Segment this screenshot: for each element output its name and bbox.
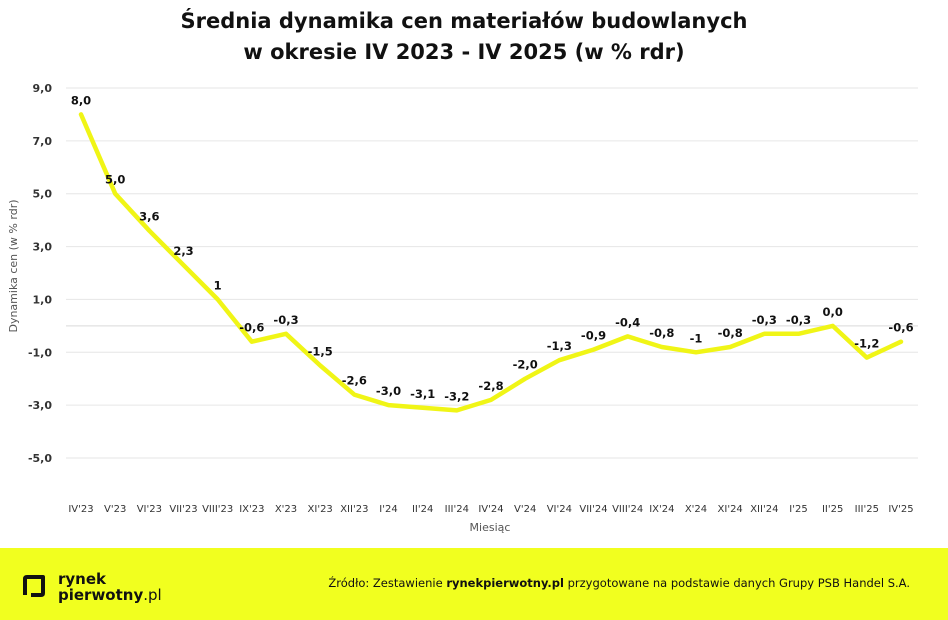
- data-label: -2,8: [478, 379, 503, 393]
- data-label: -0,3: [273, 313, 298, 327]
- data-label: -0,3: [752, 313, 777, 327]
- data-label: -3,0: [376, 384, 401, 398]
- y-axis-label: Dynamika cen (w % rdr): [7, 199, 20, 332]
- source-brand: rynekpierwotny.pl: [446, 576, 564, 590]
- logo-mark-icon: [23, 575, 45, 597]
- x-tick-label: VI'23: [137, 504, 162, 515]
- y-tick-label: 5,0: [33, 188, 53, 201]
- data-label: 2,3: [173, 244, 193, 258]
- x-tick-label: IV'23: [68, 504, 93, 515]
- data-label: -0,4: [615, 315, 640, 329]
- source-prefix: Źródło: Zestawienie: [328, 576, 447, 590]
- x-tick-label: I'25: [789, 504, 807, 515]
- x-tick-label: VIII'24: [612, 504, 643, 515]
- logo-line-2-tail: .pl: [143, 586, 162, 604]
- logo: rynek pierwotny.pl: [22, 568, 172, 608]
- x-tick-label: XII'24: [750, 504, 778, 515]
- data-label: -0,3: [786, 313, 811, 327]
- x-tick-label: IX'23: [239, 504, 264, 515]
- logo-line-2-bold: pierwotny: [58, 586, 144, 604]
- x-tick-label: VI'24: [547, 504, 572, 515]
- chart-title-line-1: Średnia dynamika cen materiałów budowlan…: [180, 9, 748, 33]
- data-label: -1: [690, 331, 703, 345]
- x-tick-label: VII'23: [169, 504, 197, 515]
- data-label: 5,0: [105, 173, 125, 187]
- y-tick-label: 3,0: [33, 241, 53, 254]
- series-line: [78, 112, 904, 413]
- x-tick-label: V'23: [104, 504, 126, 515]
- line-chart: 9,0 7,0 5,0 3,0 1,0 -1,0 -3,0 -5,0 IV'23 V'23 VI'…: [7, 82, 918, 534]
- footer-bar: rynek pierwotny.pl Źródło: Zestawienie r…: [0, 548, 948, 620]
- y-tick-label: -1,0: [28, 346, 52, 359]
- x-tick-label: II'25: [822, 504, 843, 515]
- data-label: 0,0: [822, 305, 842, 319]
- x-tick-label: IX'24: [649, 504, 674, 515]
- x-axis-ticks: IV'23 V'23 VI'23 VII'23 VIII'23 IX'23 X'23 XI'2…: [68, 504, 913, 515]
- x-tick-label: III'25: [855, 504, 879, 515]
- y-tick-label: 9,0: [33, 82, 53, 95]
- data-label: -2,0: [513, 358, 538, 372]
- chart-title-line-2: w okresie IV 2023 - IV 2025 (w % rdr): [243, 40, 685, 64]
- x-tick-label: X'24: [685, 504, 707, 515]
- logo-line-2: pierwotny.pl: [58, 587, 162, 603]
- x-axis-label: Miesiąc: [470, 521, 511, 534]
- x-tick-label: II'24: [412, 504, 433, 515]
- data-label: 1: [214, 278, 222, 292]
- logo-text: rynek pierwotny.pl: [58, 571, 162, 603]
- source-note: Źródło: Zestawienie rynekpierwotny.pl pr…: [328, 576, 910, 590]
- data-label: -0,6: [888, 321, 913, 335]
- x-tick-label: IV'24: [478, 504, 503, 515]
- data-label: -0,8: [718, 326, 743, 340]
- x-tick-label: III'24: [445, 504, 469, 515]
- data-label: -0,6: [239, 321, 264, 335]
- x-tick-label: X'23: [275, 504, 297, 515]
- x-tick-label: VII'24: [579, 504, 607, 515]
- y-tick-label: -3,0: [28, 399, 52, 412]
- data-label: -1,5: [308, 345, 333, 359]
- data-label: -1,2: [854, 337, 879, 351]
- x-tick-label: VIII'23: [202, 504, 233, 515]
- data-label: -2,6: [342, 374, 367, 388]
- y-axis-ticks: 9,0 7,0 5,0 3,0 1,0 -1,0 -3,0 -5,0: [28, 82, 52, 465]
- data-label: -0,9: [581, 329, 606, 343]
- data-label: 3,6: [139, 210, 159, 224]
- y-tick-label: 7,0: [33, 135, 53, 148]
- data-label: -0,8: [649, 326, 674, 340]
- y-tick-label: -5,0: [28, 452, 52, 465]
- data-labels: 8,0 5,0 3,6 2,3 1 -0,6 -0,3 -1,5 -2,6 -3,0 -3,1 -3,…: [71, 93, 914, 403]
- x-tick-label: I'24: [379, 504, 397, 515]
- x-tick-label: IV'25: [888, 504, 913, 515]
- x-tick-label: V'24: [514, 504, 536, 515]
- chart-title: Średnia dynamika cen materiałów budowlan…: [0, 6, 928, 68]
- x-tick-label: XI'24: [718, 504, 743, 515]
- x-tick-label: XII'23: [340, 504, 368, 515]
- gridlines: [66, 87, 918, 459]
- logo-line-1: rynek: [58, 570, 107, 588]
- y-tick-label: 1,0: [33, 293, 53, 306]
- series-line-group: [78, 112, 904, 413]
- data-label: -3,2: [444, 389, 469, 403]
- data-label: 8,0: [71, 93, 91, 107]
- data-label: -3,1: [410, 387, 435, 401]
- data-label: -1,3: [547, 339, 572, 353]
- source-suffix: przygotowane na podstawie danych Grupy P…: [563, 576, 910, 590]
- x-tick-label: XI'23: [308, 504, 333, 515]
